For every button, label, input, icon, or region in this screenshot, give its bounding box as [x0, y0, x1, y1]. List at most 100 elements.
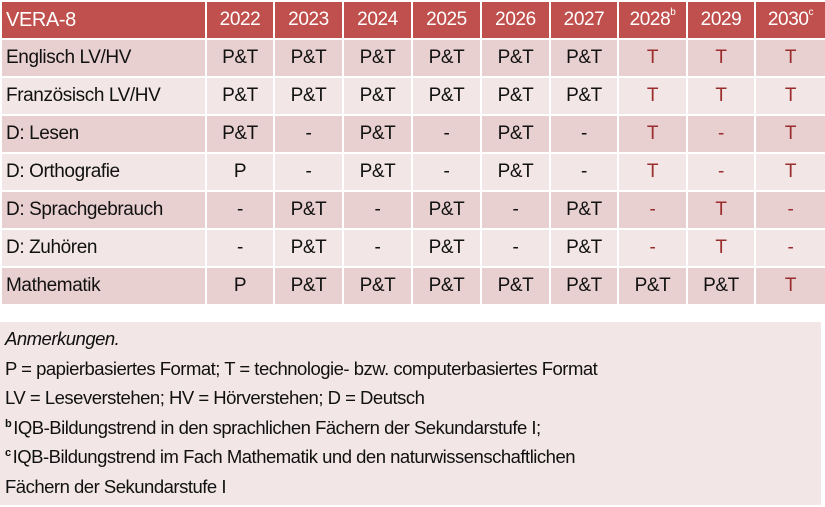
format-cell: - — [205, 228, 275, 268]
format-cell: P&T — [549, 190, 619, 230]
format-cell: P&T — [411, 228, 482, 268]
format-cell: P&T — [273, 266, 344, 306]
format-cell: P&T — [205, 114, 275, 154]
format-cell: T — [754, 38, 825, 78]
format-cell: P&T — [549, 266, 619, 306]
format-cell: - — [480, 228, 551, 268]
format-cell: - — [686, 114, 756, 154]
format-cell: T — [754, 152, 825, 192]
header-label: VERA-8 — [6, 8, 76, 31]
format-cell: P&T — [480, 38, 551, 78]
footnote-mark: c — [5, 447, 11, 459]
subject-label: D: Orthografie — [0, 152, 207, 192]
table-title: VERA-8 — [0, 0, 207, 40]
format-cell: P&T — [205, 38, 275, 78]
subject-label: Mathematik — [0, 266, 207, 306]
format-cell: P&T — [205, 76, 275, 116]
table-row: D: Zuhören - P&T - P&T - P&T - T - — [0, 228, 825, 268]
format-cell: P&T — [273, 190, 344, 230]
format-cell: P — [205, 152, 275, 192]
footnote-mark: c — [808, 7, 814, 18]
format-cell: - — [549, 114, 619, 154]
header-label: 2024 — [357, 9, 398, 30]
format-cell: P&T — [480, 152, 551, 192]
header-label: 2028 — [629, 9, 671, 30]
format-cell: T — [686, 190, 756, 230]
format-cell: P&T — [342, 114, 413, 154]
table-row: D: Sprachgebrauch - P&T - P&T - P&T - T - — [0, 190, 825, 230]
subject-label: Französisch LV/HV — [0, 76, 207, 116]
format-cell: T — [617, 114, 688, 154]
table-row: D: Orthografie P - P&T - P&T - T - T — [0, 152, 825, 192]
header-label: 2025 — [426, 9, 467, 30]
notes: Anmerkungen. P = papierbasiertes Format;… — [0, 322, 821, 505]
format-cell: - — [411, 152, 482, 192]
year-header: 2029 — [686, 0, 756, 40]
format-cell: - — [273, 114, 344, 154]
format-cell: T — [617, 76, 688, 116]
format-cell: P&T — [549, 228, 619, 268]
year-header: 2027 — [549, 0, 619, 40]
format-cell: T — [617, 152, 688, 192]
format-cell: - — [617, 228, 688, 268]
footnote-mark: b — [670, 7, 676, 18]
format-cell: - — [686, 152, 756, 192]
footnote-c: c IQB-Bildungstrend im Fach Mathematik un… — [5, 442, 821, 472]
header-row: VERA-8 2022 2023 2024 2025 2026 2027 2028b 2029 2… — [0, 0, 825, 40]
footnote-mark: b — [5, 417, 12, 430]
format-cell: P&T — [549, 76, 619, 116]
header-label: 2023 — [288, 9, 329, 30]
vera-8-schedule-table: VERA-8 2022 2023 2024 2025 2026 2027 2028b 2029 2… — [0, 0, 825, 306]
format-cell: P&T — [342, 38, 413, 78]
format-cell: - — [411, 114, 482, 154]
format-cell: T — [686, 38, 756, 78]
format-cell: P&T — [617, 266, 688, 306]
notes-line: P = papierbasiertes Format; T = technolo… — [5, 357, 598, 379]
year-header: 2023 — [273, 0, 344, 40]
format-cell: - — [342, 190, 413, 230]
format-cell: P&T — [686, 266, 756, 306]
year-header: 2025 — [411, 0, 482, 40]
table-row: Mathematik P P&T P&T P&T P&T P&T P&T P&T T — [0, 266, 825, 306]
format-cell: - — [549, 152, 619, 192]
format-cell: - — [754, 228, 825, 268]
format-cell: P&T — [342, 266, 413, 306]
format-cell: - — [273, 152, 344, 192]
format-cell: P&T — [273, 228, 344, 268]
format-cell: T — [754, 266, 825, 306]
table-row: Französisch LV/HV P&T P&T P&T P&T P&T P&T T T T — [0, 76, 825, 116]
format-cell: P&T — [411, 38, 482, 78]
format-cell: P&T — [480, 76, 551, 116]
header-label: 2030 — [767, 9, 809, 30]
header-label: 2029 — [700, 9, 742, 30]
format-cell: - — [342, 228, 413, 268]
table-row: Englisch LV/HV P&T P&T P&T P&T P&T P&T T T T — [0, 38, 825, 78]
year-header: 2024 — [342, 0, 413, 40]
header-label: 2026 — [495, 9, 536, 30]
notes-line: LV = Leseverstehen; HV = Hörverstehen; D… — [5, 387, 425, 408]
format-cell: P&T — [342, 152, 413, 192]
footnote-b: b IQB-Bildungstrend in den sprachlichen F… — [5, 413, 821, 443]
year-header: 2030c — [754, 0, 825, 40]
format-cell: - — [617, 190, 688, 230]
format-cell: P — [205, 266, 275, 306]
format-cell: P&T — [273, 76, 344, 116]
year-header: 2028b — [617, 0, 688, 40]
format-cell: T — [686, 76, 756, 116]
format-cell: - — [205, 190, 275, 230]
header-label: 2027 — [563, 9, 605, 30]
format-cell: P&T — [273, 38, 344, 78]
year-header: 2026 — [480, 0, 551, 40]
format-cell: P&T — [480, 114, 551, 154]
subject-label: D: Lesen — [0, 114, 207, 154]
notes-title: Anmerkungen. — [5, 328, 120, 349]
format-cell: P&T — [480, 266, 551, 306]
footnote-text: IQB-Bildungstrend in den sprachlichen Fä… — [13, 416, 541, 438]
table-row: D: Lesen P&T - P&T - P&T - T - T — [0, 114, 825, 154]
subject-label: D: Zuhören — [0, 228, 207, 268]
subject-label: Englisch LV/HV — [0, 38, 207, 78]
format-cell: T — [754, 114, 825, 154]
format-cell: - — [480, 190, 551, 230]
format-cell: - — [754, 190, 825, 230]
notes-line: Fächern der Sekundarstufe I — [5, 475, 226, 497]
